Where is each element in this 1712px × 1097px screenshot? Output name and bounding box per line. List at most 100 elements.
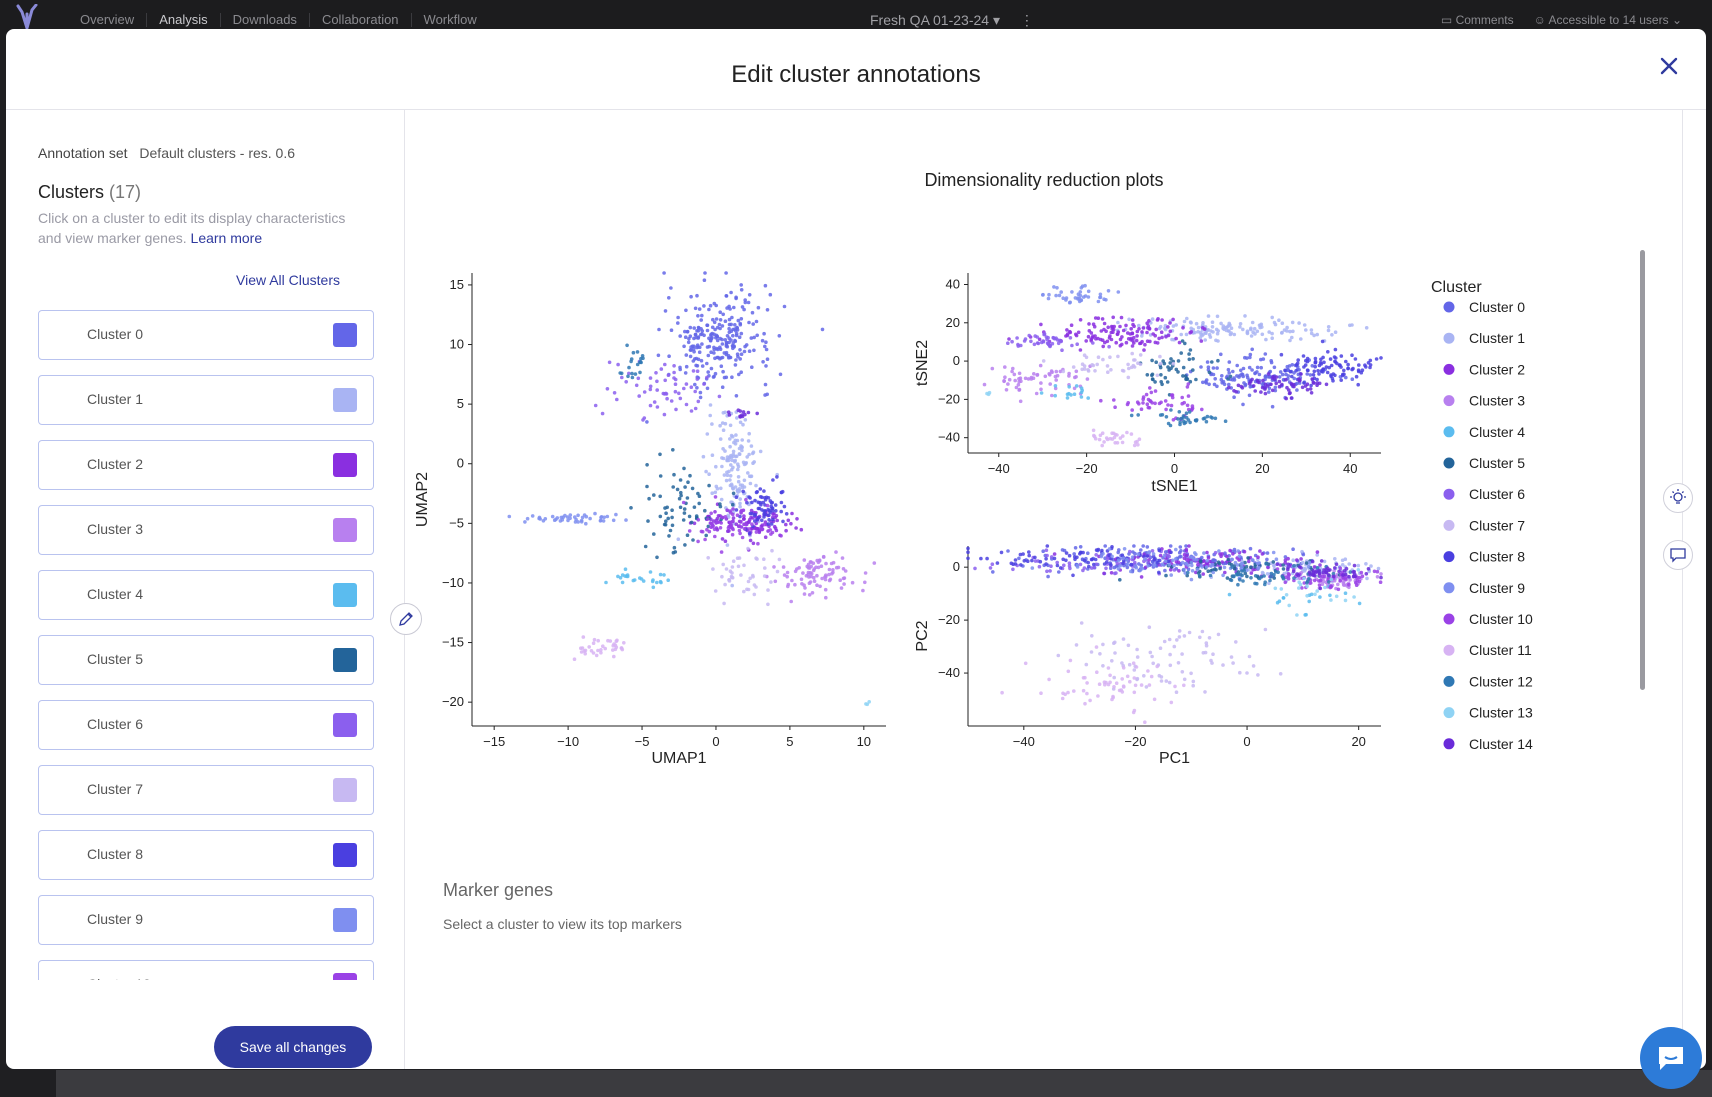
- data-point: [1186, 394, 1191, 398]
- cluster-item[interactable]: Cluster 8: [38, 830, 374, 880]
- cluster-item[interactable]: Cluster 1: [38, 375, 374, 425]
- data-point: [616, 574, 620, 579]
- data-point: [1247, 393, 1252, 398]
- data-point: [579, 650, 584, 654]
- comments-button[interactable]: ▭ Comments: [1441, 13, 1514, 27]
- cluster-color-swatch[interactable]: [333, 583, 357, 607]
- cluster-color-swatch[interactable]: [333, 388, 357, 412]
- legend-scrollbar[interactable]: [1640, 250, 1645, 690]
- data-point: [1204, 419, 1209, 424]
- legend-label: Cluster 5: [1469, 455, 1525, 471]
- nav-collaboration[interactable]: Collaboration: [310, 13, 412, 27]
- background-content: [56, 1070, 1712, 1097]
- data-point: [1064, 298, 1068, 302]
- nav-overview[interactable]: Overview: [68, 13, 148, 27]
- insights-button[interactable]: [1663, 483, 1693, 513]
- data-point: [716, 514, 721, 518]
- cluster-color-swatch[interactable]: [333, 778, 357, 802]
- data-point: [1013, 558, 1018, 562]
- data-point: [1067, 371, 1071, 376]
- data-point: [777, 557, 782, 562]
- data-point: [659, 367, 664, 371]
- data-point: [1322, 559, 1327, 564]
- data-point: [1167, 637, 1172, 642]
- view-all-clusters-link[interactable]: View All Clusters: [236, 272, 341, 288]
- data-point: [1104, 436, 1109, 440]
- data-point: [1033, 559, 1038, 563]
- cluster-list[interactable]: Cluster 0 Cluster 1 Cluster 2 Cluster 3 Clus…: [38, 310, 374, 980]
- data-point: [1269, 575, 1273, 579]
- data-point: [770, 506, 775, 511]
- data-point: [1232, 378, 1237, 382]
- cluster-item[interactable]: Cluster 7: [38, 765, 374, 815]
- data-point: [738, 420, 743, 425]
- data-point: [579, 518, 584, 523]
- data-point: [1343, 598, 1348, 603]
- data-point: [1075, 563, 1080, 568]
- cluster-item[interactable]: Cluster 9: [38, 895, 374, 945]
- nav-analysis[interactable]: Analysis: [147, 13, 221, 27]
- support-chat-button[interactable]: [1640, 1027, 1702, 1089]
- close-button[interactable]: [1654, 51, 1684, 81]
- data-point: [1287, 364, 1292, 368]
- cluster-item[interactable]: Cluster 0: [38, 310, 374, 360]
- cluster-color-swatch[interactable]: [333, 648, 357, 672]
- app-logo-icon[interactable]: [12, 4, 42, 30]
- data-point: [1078, 293, 1083, 298]
- data-point: [725, 470, 729, 475]
- data-point: [794, 526, 798, 530]
- cluster-item[interactable]: Cluster 6: [38, 700, 374, 750]
- data-point: [1125, 557, 1129, 562]
- data-point: [782, 304, 787, 309]
- cluster-color-swatch[interactable]: [333, 843, 357, 867]
- data-point: [691, 369, 696, 373]
- data-point: [1249, 334, 1254, 338]
- data-point: [834, 565, 839, 570]
- data-point: [611, 648, 615, 652]
- data-point: [1064, 551, 1069, 555]
- data-point: [1186, 418, 1191, 422]
- cluster-item[interactable]: Cluster 5: [38, 635, 374, 685]
- data-point: [1255, 365, 1260, 370]
- data-point: [1247, 654, 1252, 659]
- data-point: [1326, 568, 1331, 573]
- more-vertical-icon[interactable]: ⋮: [1019, 12, 1034, 28]
- data-point: [1130, 351, 1134, 356]
- cluster-color-swatch[interactable]: [333, 323, 357, 347]
- data-point: [1099, 329, 1104, 333]
- cluster-color-swatch[interactable]: [333, 453, 357, 477]
- cluster-item[interactable]: Cluster 4: [38, 570, 374, 620]
- cluster-item[interactable]: Cluster 2: [38, 440, 374, 490]
- data-point: [1235, 374, 1239, 378]
- y-tick-label: 40: [946, 276, 960, 291]
- cluster-item[interactable]: Cluster 10: [38, 960, 374, 980]
- data-point: [1118, 324, 1122, 329]
- nav-workflow[interactable]: Workflow: [423, 12, 477, 27]
- save-all-changes-button[interactable]: Save all changes: [214, 1026, 372, 1068]
- data-point: [655, 555, 659, 560]
- nav-downloads[interactable]: Downloads: [221, 13, 310, 27]
- data-point: [1006, 341, 1010, 345]
- cluster-item[interactable]: Cluster 3: [38, 505, 374, 555]
- cluster-color-swatch[interactable]: [333, 518, 357, 542]
- data-point: [861, 588, 865, 593]
- cluster-color-swatch[interactable]: [333, 713, 357, 737]
- data-point: [762, 574, 767, 578]
- doc-title-dropdown[interactable]: Fresh QA 01-23-24 ▾ ⋮: [870, 12, 1034, 29]
- data-point: [1058, 566, 1063, 570]
- cluster-color-swatch[interactable]: [333, 908, 357, 932]
- data-point: [747, 527, 751, 531]
- data-point: [713, 490, 718, 495]
- learn-more-link[interactable]: Learn more: [190, 230, 263, 246]
- edit-panel-handle[interactable]: [390, 603, 422, 635]
- data-point: [746, 471, 750, 475]
- data-point: [734, 394, 739, 398]
- data-point: [1017, 556, 1021, 561]
- data-point: [1079, 621, 1084, 625]
- feedback-button[interactable]: [1663, 540, 1693, 570]
- cluster-color-swatch[interactable]: [333, 973, 357, 980]
- data-point: [648, 570, 653, 574]
- data-point: [1241, 579, 1245, 583]
- access-button[interactable]: ☺ Accessible to 14 users ⌄: [1534, 13, 1682, 27]
- data-point: [1139, 548, 1143, 552]
